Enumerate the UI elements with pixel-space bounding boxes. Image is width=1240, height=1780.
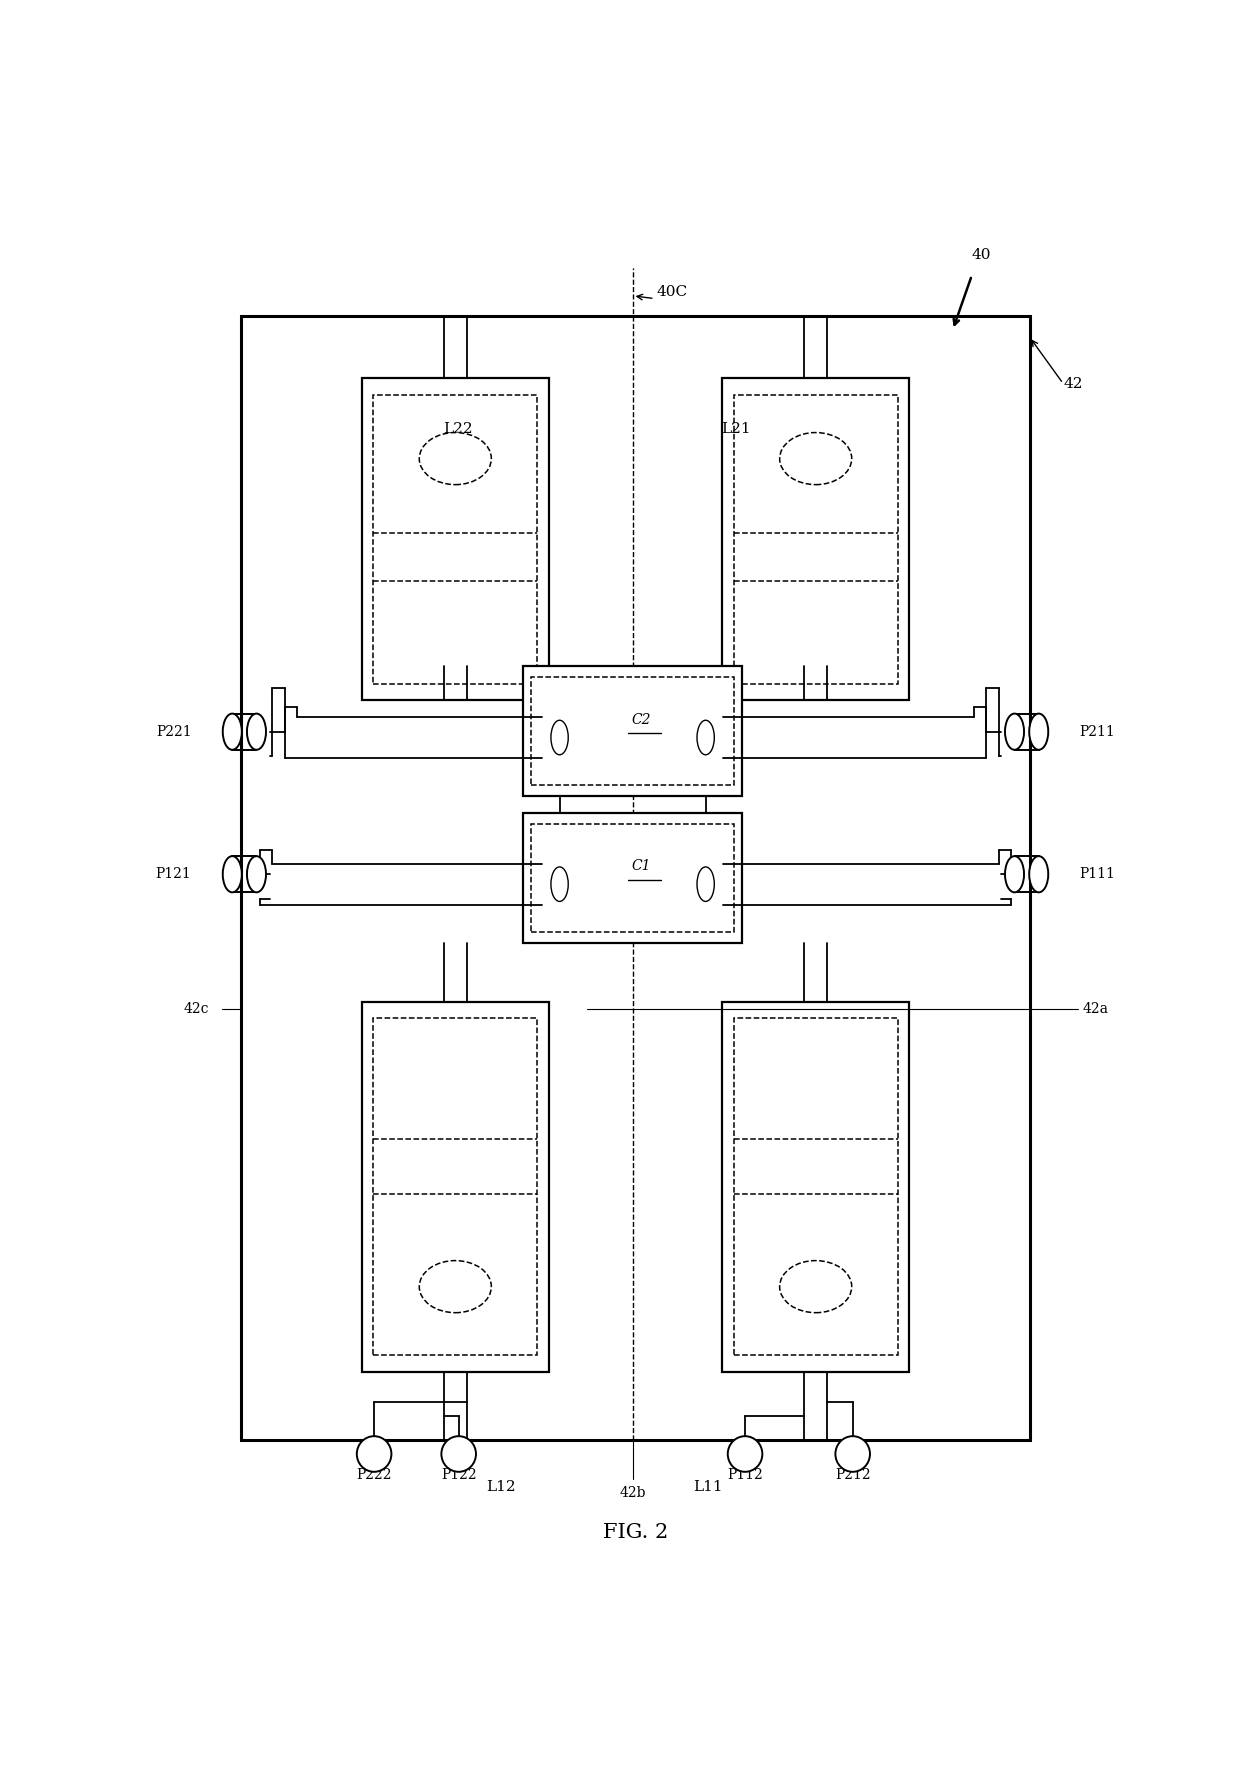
Ellipse shape — [1004, 714, 1024, 749]
Ellipse shape — [780, 1260, 852, 1312]
Bar — [373, 1018, 537, 1355]
Text: P212: P212 — [835, 1468, 870, 1481]
Bar — [373, 395, 537, 684]
Text: L21: L21 — [722, 422, 751, 436]
Text: C1: C1 — [631, 860, 651, 874]
Text: 42: 42 — [1063, 377, 1083, 390]
Ellipse shape — [441, 1436, 476, 1472]
Ellipse shape — [357, 1436, 392, 1472]
Text: P211: P211 — [1080, 724, 1115, 739]
Text: P221: P221 — [156, 724, 191, 739]
Ellipse shape — [1029, 856, 1048, 892]
Ellipse shape — [247, 714, 267, 749]
Text: P122: P122 — [441, 1468, 476, 1481]
Ellipse shape — [836, 1436, 870, 1472]
Text: FIG. 2: FIG. 2 — [603, 1522, 668, 1541]
Text: 42b: 42b — [619, 1486, 646, 1499]
Bar — [734, 395, 898, 684]
Text: 40: 40 — [972, 247, 991, 262]
Text: L22: L22 — [443, 422, 472, 436]
Text: P222: P222 — [356, 1468, 392, 1481]
Ellipse shape — [247, 856, 267, 892]
Text: P121: P121 — [156, 867, 191, 881]
Bar — [362, 377, 549, 700]
Ellipse shape — [419, 433, 491, 484]
Bar — [722, 1002, 909, 1372]
Ellipse shape — [697, 721, 714, 755]
Ellipse shape — [223, 856, 242, 892]
Bar — [531, 824, 734, 931]
Text: L12: L12 — [486, 1479, 516, 1493]
Text: P111: P111 — [1080, 867, 1115, 881]
Bar — [242, 317, 1029, 1440]
Ellipse shape — [551, 721, 568, 755]
Bar — [722, 377, 909, 700]
Text: 42a: 42a — [1083, 1002, 1109, 1016]
Text: 40C: 40C — [657, 285, 688, 299]
Ellipse shape — [419, 1260, 491, 1312]
Bar — [523, 812, 743, 943]
Ellipse shape — [1029, 714, 1048, 749]
Bar — [362, 1002, 549, 1372]
Bar — [734, 1018, 898, 1355]
Text: P112: P112 — [727, 1468, 763, 1481]
Text: L11: L11 — [693, 1479, 723, 1493]
Ellipse shape — [780, 433, 852, 484]
Ellipse shape — [1004, 856, 1024, 892]
Ellipse shape — [551, 867, 568, 901]
Text: 42c: 42c — [184, 1002, 210, 1016]
Bar — [531, 676, 734, 785]
Text: C2: C2 — [631, 712, 651, 726]
Bar — [523, 666, 743, 796]
Ellipse shape — [223, 714, 242, 749]
Ellipse shape — [697, 867, 714, 901]
Ellipse shape — [728, 1436, 763, 1472]
